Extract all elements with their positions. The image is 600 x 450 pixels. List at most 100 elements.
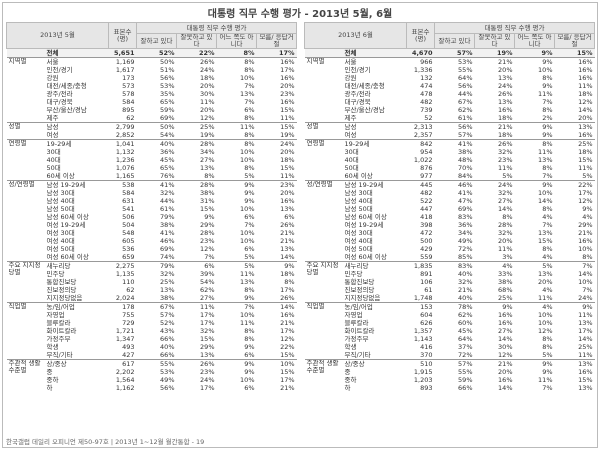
cell: 8% — [244, 66, 255, 74]
cell: 584 — [122, 98, 135, 106]
cell: 27% — [200, 156, 215, 164]
row-label: 19-29세 — [44, 139, 109, 148]
cell: 6% — [244, 213, 255, 221]
cell: 23% — [280, 90, 295, 98]
group-label: 성/연령별 — [6, 180, 45, 262]
cell: 12% — [200, 245, 215, 253]
cell: 25% — [554, 139, 595, 148]
cell: 427 — [122, 351, 135, 359]
header-cell: 잘하고 있다 — [136, 33, 177, 49]
cell: 26% — [176, 57, 217, 66]
cell: 56% — [160, 384, 175, 392]
cell: 72% — [458, 351, 473, 359]
cell: 173 — [122, 74, 135, 82]
data-row: 지역별 서울 966 53% 21% 9% 16% — [304, 57, 595, 123]
cell: 11% — [240, 319, 255, 327]
group-label — [6, 48, 45, 58]
row-label: 민주당 — [344, 270, 363, 278]
cell: 38% — [458, 148, 473, 156]
data-row: 남성 40대 631 44% 31% 9% 16% — [7, 197, 297, 205]
cell: 51% — [160, 66, 175, 74]
cell: 472 — [420, 229, 433, 237]
data-row: 자영업 604 62% 16% 10% 11% — [305, 311, 595, 319]
cell: 61 — [424, 286, 433, 294]
data-row: 여성 50대 429 72% 11% 8% 10% — [305, 245, 595, 253]
cell: 41% — [136, 180, 177, 189]
cell: 20% — [200, 82, 215, 90]
cell: 8% — [244, 335, 255, 343]
data-row: 중하 1,564 49% 24% 10% 17% — [7, 376, 297, 384]
data-row: 30대 954 38% 32% 11% 18% — [305, 148, 595, 156]
cell: 9% — [514, 359, 555, 368]
data-row: 여성 40대 500 49% 20% 15% 16% — [305, 237, 595, 245]
cell: 69% — [458, 205, 473, 213]
cell: 24% — [498, 82, 513, 90]
row-label: 상/중상 — [44, 359, 109, 368]
cell: 398 — [420, 221, 433, 229]
data-row: 주요 지지정당별 새누리당 1,835 83% 4% 5% 7% — [304, 261, 595, 303]
cell: 15% — [578, 376, 593, 384]
cell: 6% — [244, 245, 255, 253]
cell: 11% — [578, 164, 593, 172]
cell: 40% — [458, 294, 473, 302]
cell: 9% — [542, 131, 553, 139]
cell: 40% — [136, 139, 177, 148]
cell: 482 — [420, 189, 433, 197]
cell: 9% — [582, 205, 593, 213]
cell: 15% — [280, 164, 295, 172]
cell: 13% — [578, 319, 593, 327]
group-label: 성/연령별 — [304, 180, 343, 262]
cell: 1,165 — [115, 172, 135, 180]
cell: 6% — [244, 384, 255, 392]
cell: 60% — [458, 319, 473, 327]
cell: 504 — [122, 221, 135, 229]
row-label: 남성 40대 — [46, 197, 75, 205]
cell: 12% — [578, 197, 593, 205]
header-cell: 어느 쪽도 아니다 — [514, 33, 555, 49]
cell: 26% — [498, 90, 513, 98]
cell: 20% — [578, 114, 593, 122]
row-label: 40대 — [46, 156, 61, 164]
cell: 66% — [160, 351, 175, 359]
row-label: 대전/세종/충청 — [46, 82, 87, 90]
cell: 38% — [160, 294, 175, 302]
cell: 6% — [284, 213, 295, 221]
group-label: 지역별 — [6, 57, 45, 123]
data-row: 진보정의당 61 21% 68% 4% 7% — [305, 286, 595, 294]
cell: 15% — [200, 205, 215, 213]
cell: 13% — [200, 351, 215, 359]
data-row: 광주/전라 578 35% 30% 13% 23% — [7, 90, 297, 98]
cell: 15% — [280, 368, 295, 376]
data-row: 지지정당없음 2,024 38% 27% 9% 26% — [7, 294, 297, 303]
cell: 32% — [498, 189, 513, 197]
cell: 153 — [406, 302, 435, 311]
cell: 9% — [244, 368, 255, 376]
cell: 13% — [160, 286, 175, 294]
cell: 17% — [200, 311, 215, 319]
data-row: 60세 이상 977 84% 5% 7% 5% — [305, 172, 595, 181]
row-label: 하 — [46, 384, 53, 392]
cell: 9% — [514, 180, 555, 189]
cell: 17% — [578, 189, 593, 197]
cell: 10% — [538, 66, 553, 74]
cell: 20% — [498, 237, 513, 245]
cell: 28% — [498, 221, 513, 229]
cell: 17% — [280, 327, 295, 335]
cell: 605 — [122, 237, 135, 245]
row-label: 강원 — [344, 74, 357, 82]
data-row: 지역별 서울 1,169 50% 26% 8% 16% — [6, 57, 297, 123]
cell: 16% — [280, 98, 295, 106]
cell: 49% — [458, 237, 473, 245]
cell: 21% — [474, 57, 515, 66]
cell: 21% — [458, 286, 473, 294]
cell: 46% — [160, 237, 175, 245]
data-row: 제주 52 61% 18% 2% 20% — [305, 114, 595, 123]
data-row: 성/연령별 남성 19-29세 538 41% 28% 9% 23% — [6, 180, 297, 262]
cell: 26% — [176, 359, 217, 368]
cell: 83% — [434, 261, 475, 270]
row-label: 남성 30대 — [46, 189, 75, 197]
cell: 62% — [458, 106, 473, 114]
cell: 25% — [160, 278, 175, 286]
cell: 13% — [280, 245, 295, 253]
cell: 23% — [200, 368, 215, 376]
